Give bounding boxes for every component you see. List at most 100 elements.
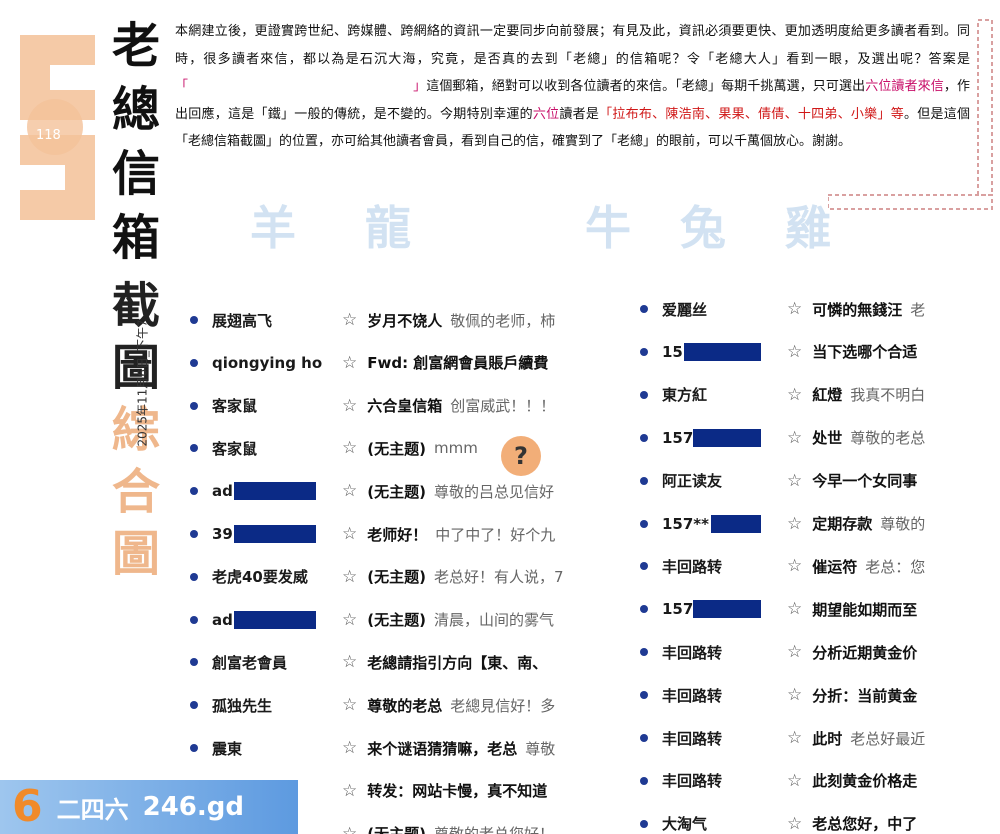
star: ☆ bbox=[342, 310, 358, 330]
sender: 客家鼠 bbox=[212, 439, 258, 458]
inbox-right: 爱麗丝 ☆ 可憐的無錢汪老 15 ☆ 当下选哪个合适 東方紅 ☆ 紅燈 我真不明白 157 ☆ 处世 尊敬… bbox=[640, 290, 1000, 834]
mail-row: 157 ☆ 期望能如期而至 bbox=[640, 594, 1000, 624]
star: ☆ bbox=[342, 695, 358, 716]
intro-text: 讀者是 bbox=[559, 106, 600, 122]
star: ☆ bbox=[787, 384, 803, 405]
mail-row: 阿正读友 ☆ 今早一个女同事 bbox=[640, 466, 1000, 496]
title-char: 綜 bbox=[112, 402, 161, 458]
star: ☆ bbox=[342, 438, 358, 459]
title-char: 總 bbox=[112, 82, 161, 138]
subject: 老总您好，中了 bbox=[812, 815, 918, 834]
unread-dot bbox=[190, 615, 198, 624]
watermark-char: 羊 bbox=[250, 201, 296, 255]
mail-row: 丰回路转 ☆ 催运符 老总：您 bbox=[640, 551, 1000, 581]
intro-text: 「拉布布、陳浩南、果果、倩倩、十四弟、小樂」等 bbox=[599, 106, 904, 122]
subject: (无主题) bbox=[367, 568, 426, 587]
subject: (无主题) bbox=[367, 823, 426, 834]
sender: 孤独先生 bbox=[212, 696, 273, 715]
sender: 丰回路转 bbox=[662, 772, 723, 791]
star: ☆ bbox=[787, 642, 803, 663]
redaction bbox=[234, 482, 316, 501]
preview: 创富威武！！！ bbox=[450, 397, 556, 416]
star: ☆ bbox=[342, 738, 358, 758]
sender: 15 bbox=[662, 342, 787, 361]
unread-dot bbox=[640, 734, 648, 742]
star: ☆ bbox=[342, 352, 358, 373]
unread-dot bbox=[640, 347, 648, 356]
unread-dot bbox=[640, 305, 648, 313]
subject: 六合皇信箱 bbox=[367, 397, 443, 416]
unread-dot bbox=[640, 562, 648, 571]
watermark-char: 牛 bbox=[585, 201, 631, 255]
star: ☆ bbox=[787, 599, 803, 620]
redaction bbox=[684, 342, 761, 361]
unread-dot bbox=[640, 605, 648, 614]
date: 2025年11月6日_下午7 bbox=[135, 319, 150, 447]
unread-dot bbox=[640, 390, 648, 399]
unread-dot bbox=[190, 444, 198, 453]
mail-row: 客家鼠 ☆ (无主题) mmm bbox=[190, 433, 615, 463]
preview: 我真不明白 bbox=[850, 386, 926, 405]
page-number: 118 bbox=[36, 128, 61, 143]
star: ☆ bbox=[787, 685, 803, 706]
subject: (无主题) bbox=[367, 611, 426, 630]
star: ☆ bbox=[787, 813, 803, 834]
logo-chinese: 二四六 bbox=[56, 795, 129, 824]
unread-dot bbox=[190, 358, 198, 367]
unread-dot bbox=[190, 701, 198, 710]
preview: 中了中了！好个九 bbox=[435, 525, 556, 544]
star: ☆ bbox=[342, 652, 358, 673]
intro-text: 這個郵箱，絕對可以收到各位讀者的來信。「老總」每期千挑萬選，只可選出 bbox=[426, 79, 866, 94]
subject: 岁月不饶人 bbox=[367, 311, 443, 330]
sender: 創富老會員 bbox=[212, 653, 288, 672]
unread-dot bbox=[190, 572, 198, 581]
mail-row: ad ☆ (无主题) 清晨，山间的雾气 bbox=[190, 605, 615, 635]
title-char: 老 bbox=[112, 18, 161, 74]
preview: 清晨，山间的雾气 bbox=[433, 611, 554, 630]
mail-row: 39 ☆ 老师好！ 中了中了！好个九 bbox=[190, 519, 615, 549]
star: ☆ bbox=[342, 395, 358, 416]
sender: 震東 bbox=[212, 739, 243, 758]
mail-row: 老虎40要发威 ☆ (无主题) 老总好！有人说，7 bbox=[190, 562, 615, 592]
mail-row: 客家鼠 ☆ 六合皇信箱 创富威武！！！ bbox=[190, 391, 615, 421]
watermark-char: 兔 bbox=[680, 201, 726, 255]
redaction bbox=[711, 514, 761, 533]
redaction bbox=[234, 525, 316, 543]
subject: 处世 bbox=[812, 429, 843, 448]
mail-row: 創富老會員 ☆ 老總請指引方向【東、南、 bbox=[190, 647, 615, 677]
unread-dot bbox=[640, 433, 648, 442]
star: ☆ bbox=[787, 299, 803, 319]
subject: (无主题) bbox=[367, 482, 426, 501]
star: ☆ bbox=[342, 481, 358, 502]
unread-dot bbox=[190, 487, 198, 496]
unread-dot bbox=[190, 744, 198, 752]
preview: 老 bbox=[910, 300, 926, 319]
preview: 老总好最近 bbox=[850, 729, 926, 748]
star: ☆ bbox=[787, 728, 803, 748]
subject: 紅燈 bbox=[812, 386, 843, 405]
unread-dot bbox=[640, 476, 648, 485]
subject: 分析近期黄金价 bbox=[812, 643, 918, 662]
intro-text: 六位讀者來信 bbox=[865, 79, 944, 94]
sender: 157** bbox=[662, 514, 787, 533]
unread-dot bbox=[640, 648, 648, 657]
sender: 爱麗丝 bbox=[662, 300, 708, 319]
star: ☆ bbox=[342, 524, 358, 544]
subject: Fwd: 創富網會員賬戶續費 bbox=[367, 354, 549, 373]
sender: 丰回路转 bbox=[662, 557, 723, 576]
sender: ad bbox=[212, 482, 342, 501]
svg-text:?: ? bbox=[514, 442, 528, 470]
preview: 尊敬的老总 bbox=[850, 429, 926, 448]
preview: 尊敬的 bbox=[880, 515, 926, 533]
star: ☆ bbox=[787, 470, 803, 491]
subject: 催运符 bbox=[812, 557, 858, 576]
intro-text: 。但是這個「老總信箱截圖」的位置，亦可給其他讀者會員，看到自己的信，確實到了「老… bbox=[175, 106, 970, 150]
logo-domain: 246.gd bbox=[142, 792, 244, 822]
subject: 期望能如期而至 bbox=[812, 600, 918, 619]
intro-text: 」 bbox=[413, 79, 427, 94]
unread-dot bbox=[190, 658, 198, 667]
mail-row: 東方紅 ☆ 紅燈 我真不明白 bbox=[640, 380, 1000, 410]
subject: 转发：网站卡慢，真不知道 bbox=[367, 782, 548, 801]
sender: 大淘气 bbox=[662, 815, 708, 834]
unread-dot bbox=[190, 530, 198, 538]
